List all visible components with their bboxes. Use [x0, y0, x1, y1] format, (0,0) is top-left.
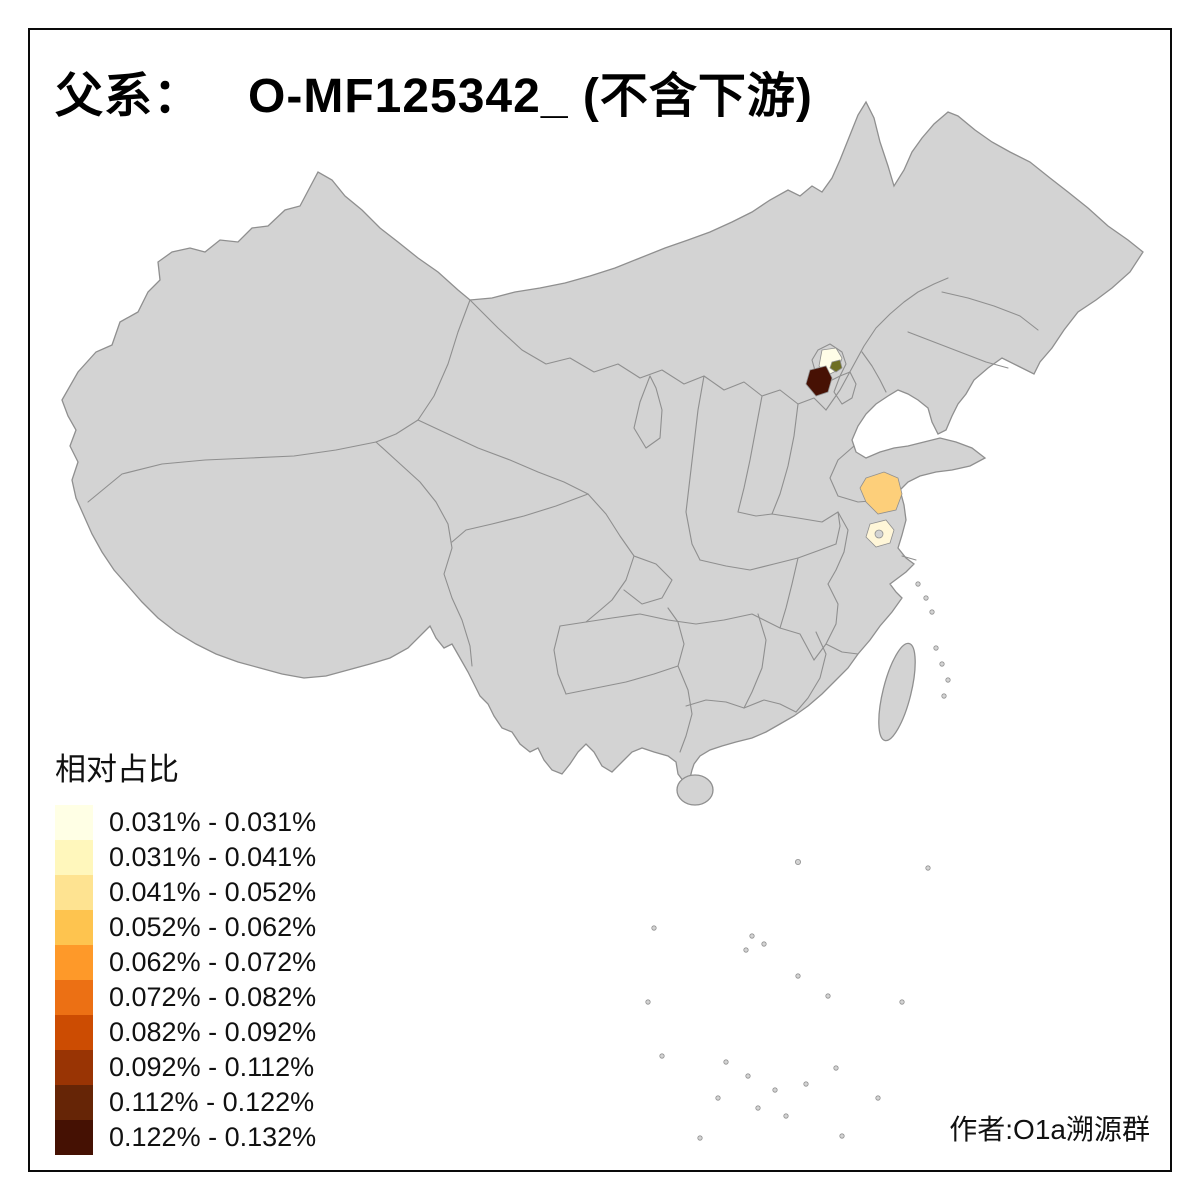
- legend-label: 0.082% - 0.092%: [109, 1017, 317, 1047]
- legend-entry: 0.082% - 0.092%: [55, 1015, 316, 1050]
- legend-swatch: [55, 945, 93, 980]
- legend-label: 0.031% - 0.041%: [109, 842, 317, 872]
- legend: 相对占比 0.031% - 0.031% 0.031% - 0.041% 0.041…: [55, 744, 316, 1155]
- legend-entry: 0.031% - 0.031%: [55, 805, 316, 840]
- legend-title: 相对占比: [55, 752, 179, 787]
- legend-label: 0.122% - 0.132%: [109, 1122, 317, 1152]
- legend-label: 0.062% - 0.072%: [109, 947, 317, 977]
- legend-entry: 0.062% - 0.072%: [55, 945, 316, 980]
- legend-entry: 0.041% - 0.052%: [55, 875, 316, 910]
- title-main: O-MF125342_ (不含下游): [248, 70, 813, 123]
- legend-swatch: [55, 875, 93, 910]
- legend-entry: 0.031% - 0.041%: [55, 840, 316, 875]
- legend-label: 0.031% - 0.031%: [109, 807, 317, 837]
- mainland-outline: [61, 100, 1144, 783]
- legend-label: 0.052% - 0.062%: [109, 912, 317, 942]
- legend-entry: 0.122% - 0.132%: [55, 1120, 316, 1155]
- legend-label: 0.092% - 0.112%: [109, 1052, 315, 1082]
- legend-label: 0.072% - 0.082%: [109, 982, 317, 1012]
- sea-islands: [645, 581, 951, 1141]
- author-credit: 作者:O1a溯源群: [949, 1114, 1150, 1145]
- legend-entries: 0.031% - 0.031% 0.031% - 0.041% 0.041% - 0…: [55, 805, 316, 1155]
- legend-swatch: [55, 1120, 93, 1155]
- highlight-east-orange: [859, 471, 903, 515]
- legend-entry: 0.112% - 0.122%: [55, 1085, 316, 1120]
- legend-swatch: [55, 1015, 93, 1050]
- legend-swatch: [55, 840, 93, 875]
- hainan-island: [676, 774, 714, 806]
- legend-swatch: [55, 910, 93, 945]
- highlight-north-dark-brown: [805, 365, 833, 397]
- legend-entry: 0.072% - 0.082%: [55, 980, 316, 1015]
- highlight-east-cream-hole: [874, 529, 884, 539]
- highlight-regions: [805, 347, 903, 548]
- legend-entry: 0.052% - 0.062%: [55, 910, 316, 945]
- legend-swatch: [55, 1050, 93, 1085]
- legend-entry: 0.092% - 0.112%: [55, 1050, 316, 1085]
- legend-swatch: [55, 1085, 93, 1120]
- title-prefix: 父系：: [55, 70, 203, 123]
- page-title: 父系： O-MF125342_ (不含下游): [55, 56, 813, 126]
- legend-label: 0.112% - 0.122%: [109, 1087, 315, 1117]
- legend-label: 0.041% - 0.052%: [109, 877, 317, 907]
- legend-swatch: [55, 805, 93, 840]
- taiwan-island: [878, 642, 916, 742]
- province-borders: [87, 277, 1039, 753]
- legend-swatch: [55, 980, 93, 1015]
- highlight-north-olive-speck: [829, 359, 843, 373]
